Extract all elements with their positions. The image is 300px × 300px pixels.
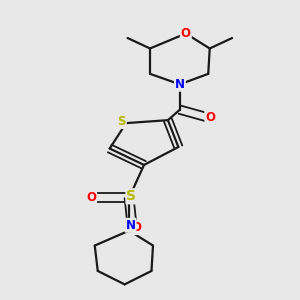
Text: O: O	[132, 221, 142, 234]
Text: N: N	[175, 78, 185, 91]
Text: O: O	[181, 27, 191, 40]
Text: O: O	[86, 191, 96, 204]
Text: S: S	[117, 115, 126, 128]
Text: S: S	[127, 189, 136, 203]
Text: O: O	[205, 111, 215, 124]
Text: N: N	[126, 219, 136, 232]
